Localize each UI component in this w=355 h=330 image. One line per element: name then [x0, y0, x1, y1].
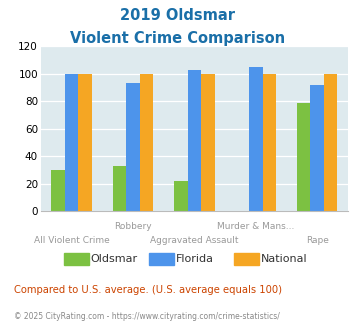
Bar	[324, 74, 338, 211]
Text: 2019 Oldsmar: 2019 Oldsmar	[120, 8, 235, 23]
Text: Rape: Rape	[306, 236, 329, 245]
Bar	[140, 74, 153, 211]
Text: Oldsmar: Oldsmar	[91, 254, 138, 264]
Bar	[310, 85, 324, 211]
Text: Robbery: Robbery	[114, 222, 152, 231]
Text: National: National	[261, 254, 307, 264]
Bar	[187, 70, 201, 211]
Text: Violent Crime Comparison: Violent Crime Comparison	[70, 31, 285, 46]
Text: All Violent Crime: All Violent Crime	[34, 236, 109, 245]
Text: Murder & Mans...: Murder & Mans...	[217, 222, 294, 231]
Text: Compared to U.S. average. (U.S. average equals 100): Compared to U.S. average. (U.S. average …	[14, 285, 282, 295]
Bar	[263, 74, 276, 211]
Bar	[126, 83, 140, 211]
Bar	[51, 170, 65, 211]
Text: Aggravated Assault: Aggravated Assault	[150, 236, 239, 245]
Bar	[249, 67, 263, 211]
Bar	[113, 166, 126, 211]
Text: © 2025 CityRating.com - https://www.cityrating.com/crime-statistics/: © 2025 CityRating.com - https://www.city…	[14, 312, 280, 321]
Bar	[78, 74, 92, 211]
Bar	[201, 74, 215, 211]
Text: Florida: Florida	[176, 254, 214, 264]
Bar	[174, 181, 187, 211]
Bar	[297, 103, 310, 211]
Bar	[65, 74, 78, 211]
